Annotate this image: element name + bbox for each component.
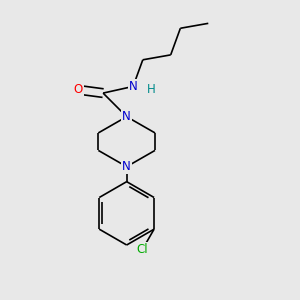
Text: H: H [147, 83, 156, 96]
Text: N: N [129, 80, 137, 93]
Text: N: N [122, 110, 131, 123]
Text: Cl: Cl [136, 243, 148, 256]
Text: N: N [122, 160, 131, 173]
Text: O: O [74, 83, 83, 96]
